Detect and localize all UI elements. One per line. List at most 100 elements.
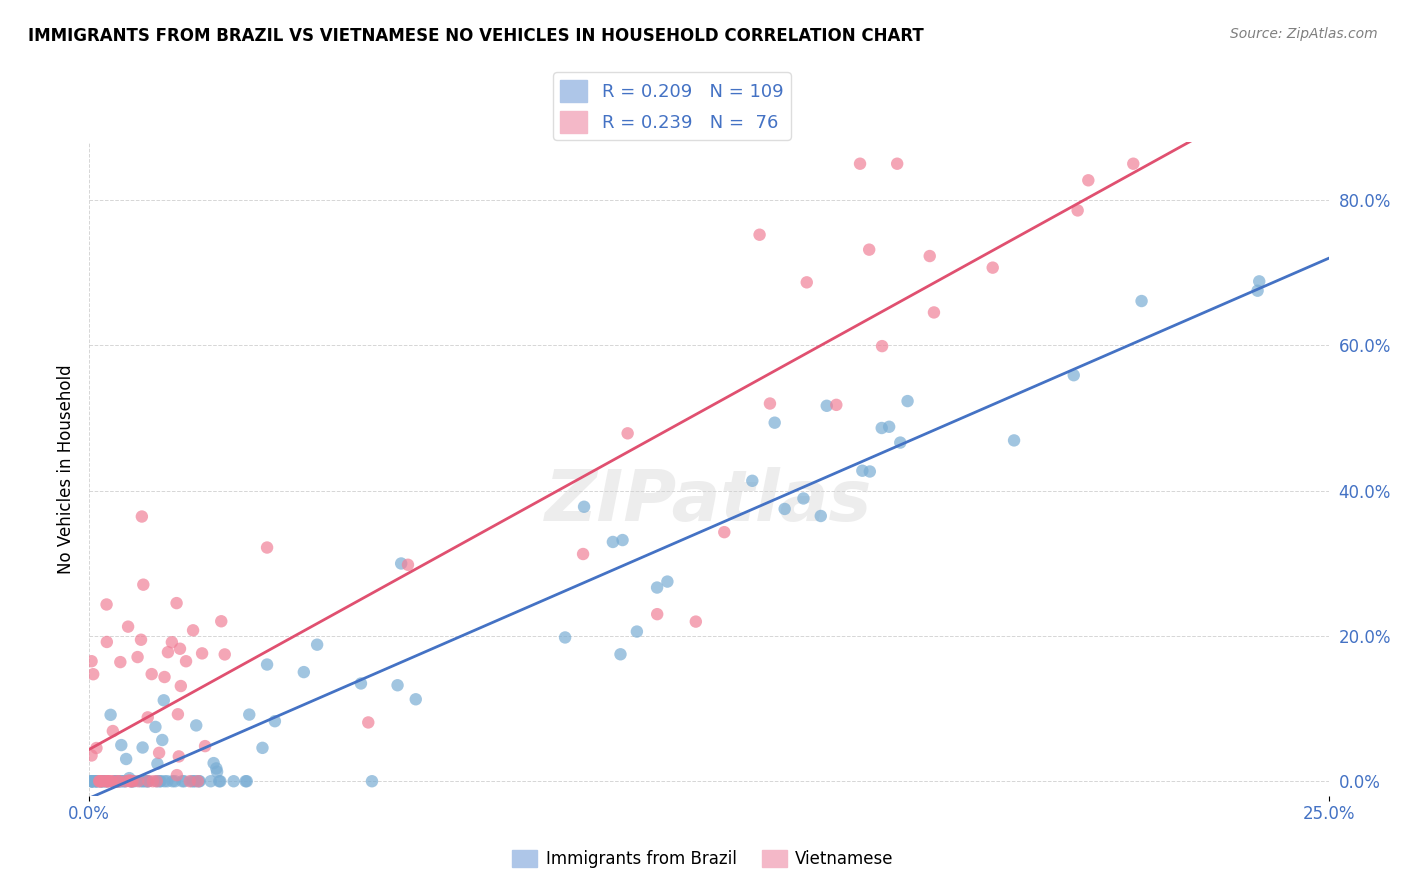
Point <box>114 774 136 789</box>
Point <box>205 764 228 779</box>
Point <box>1002 434 1025 448</box>
Point <box>149 774 172 789</box>
Point <box>105 774 128 789</box>
Point <box>148 746 170 760</box>
Point <box>131 774 153 789</box>
Point <box>112 774 135 789</box>
Text: ZIPatlas: ZIPatlas <box>546 467 873 536</box>
Point <box>94 774 117 789</box>
Text: IMMIGRANTS FROM BRAZIL VS VIETNAMESE NO VEHICLES IN HOUSEHOLD CORRELATION CHART: IMMIGRANTS FROM BRAZIL VS VIETNAMESE NO … <box>28 27 924 45</box>
Point <box>173 774 195 789</box>
Point <box>86 741 108 756</box>
Legend: R = 0.209   N = 109, R = 0.239   N =  76: R = 0.209 N = 109, R = 0.239 N = 76 <box>553 72 790 140</box>
Point <box>104 774 127 789</box>
Point <box>741 474 763 488</box>
Point <box>792 491 814 506</box>
Point <box>96 598 118 612</box>
Point <box>121 774 143 789</box>
Point <box>120 774 142 789</box>
Point <box>616 426 638 441</box>
Point <box>1066 203 1088 218</box>
Point <box>100 774 122 789</box>
Point <box>80 654 103 668</box>
Point <box>121 774 143 789</box>
Point <box>111 774 134 789</box>
Point <box>214 648 236 662</box>
Point <box>131 740 153 755</box>
Point <box>96 635 118 649</box>
Point <box>188 774 211 789</box>
Point <box>357 715 380 730</box>
Point <box>136 710 159 724</box>
Point <box>170 679 193 693</box>
Point <box>145 720 167 734</box>
Point <box>389 557 412 571</box>
Point <box>252 740 274 755</box>
Point <box>186 718 208 732</box>
Point <box>602 535 624 549</box>
Point <box>129 632 152 647</box>
Point <box>146 756 169 771</box>
Point <box>626 624 648 639</box>
Point <box>166 768 188 782</box>
Point <box>86 774 108 789</box>
Point <box>612 533 634 547</box>
Point <box>886 157 908 171</box>
Point <box>645 607 668 622</box>
Point <box>104 774 127 789</box>
Point <box>80 748 103 763</box>
Point <box>153 774 176 789</box>
Point <box>89 774 111 789</box>
Point <box>115 752 138 766</box>
Text: Source: ZipAtlas.com: Source: ZipAtlas.com <box>1230 27 1378 41</box>
Point <box>107 774 129 789</box>
Point <box>870 421 893 435</box>
Point <box>90 774 112 789</box>
Point <box>896 394 918 409</box>
Point <box>194 739 217 753</box>
Point <box>1249 274 1271 288</box>
Point <box>120 774 142 789</box>
Point <box>763 416 786 430</box>
Point <box>87 774 110 789</box>
Point <box>645 581 668 595</box>
Point <box>167 707 190 722</box>
Point <box>80 774 103 789</box>
Point <box>124 774 146 789</box>
Point <box>82 774 104 789</box>
Point <box>84 774 107 789</box>
Point <box>187 774 209 789</box>
Point <box>117 620 139 634</box>
Point <box>773 502 796 516</box>
Point <box>160 635 183 649</box>
Point <box>851 464 873 478</box>
Point <box>132 774 155 789</box>
Point <box>100 707 122 722</box>
Point <box>127 774 149 789</box>
Point <box>361 774 384 789</box>
Point <box>90 774 112 789</box>
Point <box>129 774 152 789</box>
Point <box>169 641 191 656</box>
Point <box>238 707 260 722</box>
Point <box>172 774 194 789</box>
Point <box>97 774 120 789</box>
Point <box>208 774 231 789</box>
Point <box>105 774 128 789</box>
Point <box>152 693 174 707</box>
Point <box>110 774 132 789</box>
Point <box>183 774 205 789</box>
Point <box>187 774 209 789</box>
Point <box>685 615 707 629</box>
Point <box>235 774 257 789</box>
Point <box>256 657 278 672</box>
Point <box>181 624 204 638</box>
Point <box>118 773 141 788</box>
Point <box>713 525 735 540</box>
Point <box>107 774 129 789</box>
Point <box>90 774 112 789</box>
Point <box>149 774 172 789</box>
Point <box>132 577 155 591</box>
Point <box>572 547 595 561</box>
Point <box>127 650 149 665</box>
